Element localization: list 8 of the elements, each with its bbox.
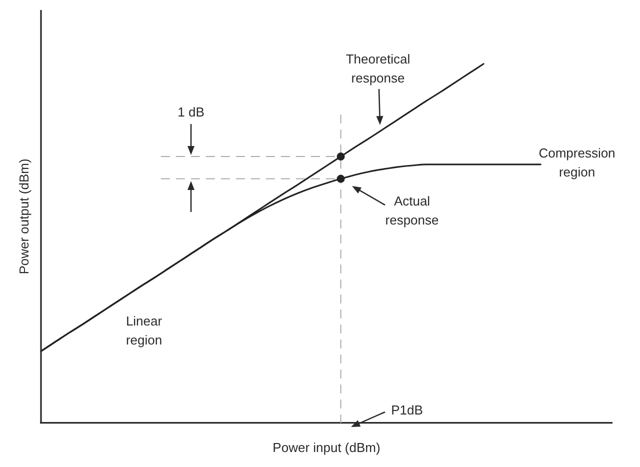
annotation: 1 dB [178, 104, 204, 120]
annotation: Theoretical response [346, 52, 410, 86]
annotation: Linear region [126, 314, 163, 348]
x-axis-title: Power input (dBm) [272, 440, 380, 455]
annotation: Actual response [385, 194, 439, 228]
y-axis-title: Power output (dBm) [16, 158, 32, 274]
annotation: Compression region [538, 146, 616, 180]
annotation: P1dB [391, 402, 423, 418]
